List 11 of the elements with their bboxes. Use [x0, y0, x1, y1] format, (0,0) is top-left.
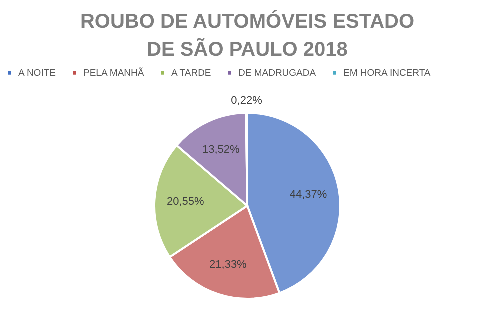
legend-label: DE MADRUGADA	[238, 68, 317, 80]
data-label: 20,55%	[166, 196, 204, 208]
legend-label: A TARDE	[172, 68, 212, 80]
legend-label: A NOITE	[18, 68, 56, 80]
data-label: 13,52%	[202, 144, 240, 156]
legend-label: PELA MANHÃ	[84, 67, 145, 80]
legend-label: EM HORA INCERTA	[344, 68, 432, 80]
data-label: 44,37%	[290, 189, 328, 202]
data-label: 0,22%	[231, 95, 263, 108]
data-label: 21,33%	[210, 258, 248, 271]
chart-title: ROUBO DE AUTOMÓVEIS ESTADO DE SÃO PAULO 2018	[80, 10, 415, 61]
